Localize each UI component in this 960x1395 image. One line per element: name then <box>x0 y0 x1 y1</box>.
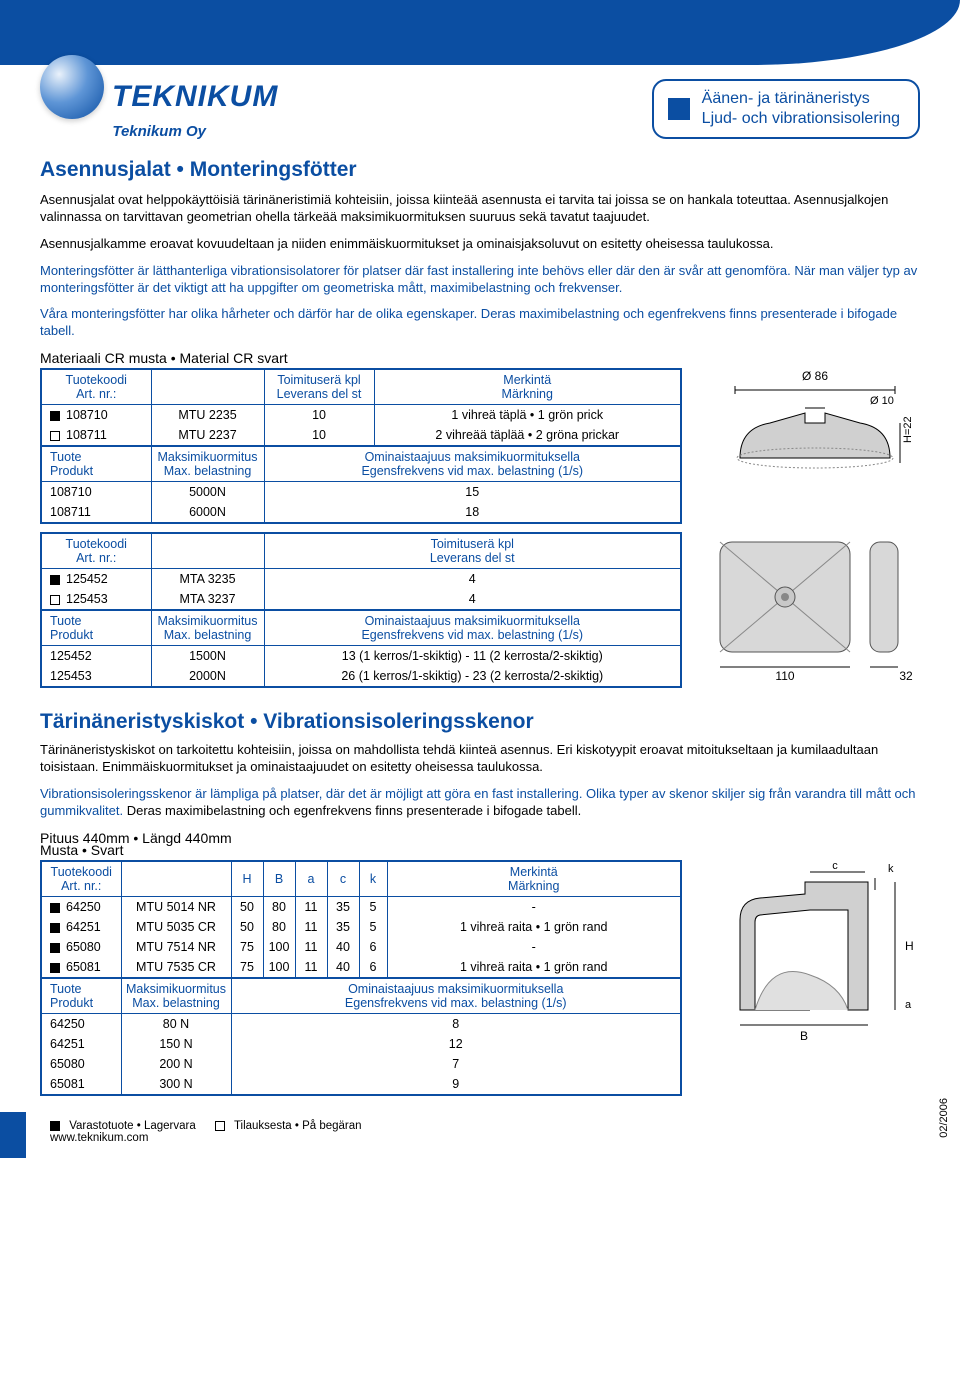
dim-d10: Ø 10 <box>870 395 894 407</box>
table-row: 125452 1500N 13 (1 kerros/1-skiktig) - 1… <box>41 646 681 667</box>
dim-k: k <box>888 863 894 875</box>
dim-c: c <box>832 860 838 872</box>
th-c: c <box>327 861 359 897</box>
badge-line2: Ljud- och vibrationsisolering <box>702 109 900 129</box>
category-badge: Äänen- ja tärinäneristys Ljud- och vibra… <box>652 79 920 139</box>
footer-order: Tilauksesta • På begäran <box>234 1120 362 1132</box>
diagram-round-foot: Ø 86 Ø 10 H=22 <box>710 368 920 488</box>
th-artnr: Art. nr.: <box>61 879 101 893</box>
th-freq-sv: Egensfrekvens vid max. belastning (1/s) <box>361 464 583 478</box>
badge-square-icon <box>668 98 690 120</box>
th-H: H <box>231 861 263 897</box>
table-row: 65080MTU 7514 NR7510011406- <box>41 937 681 957</box>
stock-icon <box>50 1121 60 1131</box>
table-row: 64250MTU 5014 NR508011355- <box>41 896 681 917</box>
th-maxload: Maksimikuormitus <box>158 450 258 464</box>
doc-date: 02/2006 <box>938 1098 950 1138</box>
th-qty: Toimituserä kpl <box>431 537 514 551</box>
th-artnr: Art. nr.: <box>76 387 116 401</box>
dim-H: H <box>905 939 914 953</box>
top-banner <box>0 0 960 65</box>
footer-url: www.teknikum.com <box>50 1132 148 1144</box>
stock-icon <box>50 575 60 585</box>
th-mark: Merkintä <box>510 865 558 879</box>
footer-stock: Varastotuote • Lagervara <box>69 1120 196 1132</box>
table-rails: Tuotekoodi Art. nr.: H B a c k Merkintä … <box>40 860 682 1096</box>
stock-icon <box>50 943 60 953</box>
rails-p2: Vibrationsisoleringsskenor är lämpliga p… <box>40 786 920 820</box>
intro-p1: Asennusjalat ovat helppokäyttöisiä tärin… <box>40 192 920 226</box>
table-row: 65080200 N7 <box>41 1054 681 1074</box>
th-qty-sv: Leverans del st <box>430 551 515 565</box>
diagram-square-foot: 110 32 <box>710 532 920 682</box>
order-icon <box>50 431 60 441</box>
logo-brand: TEKNIKUM <box>112 80 278 114</box>
table-row: 125452 MTA 3235 4 <box>41 569 681 590</box>
table-row: 125453 2000N 26 (1 kerros/1-skiktig) - 2… <box>41 666 681 687</box>
th-freq: Ominaistaajuus maksimikuormituksella <box>365 450 580 464</box>
order-icon <box>215 1121 225 1131</box>
th-B: B <box>263 861 295 897</box>
table-row: 64251150 N12 <box>41 1034 681 1054</box>
th-mark-sv: Märkning <box>502 387 553 401</box>
badge-line1: Äänen- ja tärinäneristys <box>702 89 900 109</box>
intro-p4: Våra monteringsfötter har olika hårheter… <box>40 306 920 340</box>
table-row: 64251MTU 5035 CR5080113551 vihreä raita … <box>41 917 681 937</box>
th-code: Tuotekoodi <box>66 373 127 387</box>
table-row: 108711 MTU 2237 10 2 vihreää täplää • 2 … <box>41 425 681 446</box>
dim-w: 110 <box>775 669 794 682</box>
page-title: Asennusjalat • Monteringsfötter <box>40 158 920 182</box>
material-subheading: Materiaali CR musta • Material CR svart <box>40 350 920 366</box>
footer: Varastotuote • Lagervara Tilauksesta • P… <box>0 1110 960 1158</box>
dim-h22: H=22 <box>902 417 914 444</box>
logo-company: Teknikum Oy <box>112 123 206 140</box>
th-product: Tuote <box>50 450 82 464</box>
th-mark-sv: Märkning <box>508 879 559 893</box>
intro-p3: Monteringsfötter är lätthanterliga vibra… <box>40 263 920 297</box>
table-mtu-feet: Tuotekoodi Art. nr.: Toimituserä kpl Lev… <box>40 368 682 524</box>
th-qty-sv: Leverans del st <box>277 387 362 401</box>
th-artnr: Art. nr.: <box>76 551 116 565</box>
table-row: 65081MTU 7535 CR75100114061 vihreä raita… <box>41 957 681 978</box>
th-qty: Toimituserä kpl <box>277 373 360 387</box>
th-code: Tuotekoodi <box>51 865 112 879</box>
th-k: k <box>359 861 387 897</box>
stock-icon <box>50 963 60 973</box>
th-product-sv: Produkt <box>50 464 93 478</box>
th-code: Tuotekoodi <box>66 537 127 551</box>
th-maxload-sv: Max. belastning <box>164 464 252 478</box>
section-title-rails: Tärinäneristyskiskot • Vibrationsisoleri… <box>40 710 920 734</box>
table-row: 125453 MTA 3237 4 <box>41 589 681 610</box>
table-row: 6425080 N8 <box>41 1013 681 1034</box>
table-row: 65081300 N9 <box>41 1074 681 1095</box>
dim-B: B <box>800 1029 808 1043</box>
rails-p1: Tärinäneristyskiskot on tarkoitettu koht… <box>40 742 920 776</box>
logo: TEKNIKUM Teknikum Oy <box>40 75 278 140</box>
stock-icon <box>50 903 60 913</box>
header: TEKNIKUM Teknikum Oy Äänen- ja tärinäner… <box>0 65 960 140</box>
stock-icon <box>50 411 60 421</box>
table-row: 108710 5000N 15 <box>41 482 681 503</box>
table-row: 108710 MTU 2235 10 1 vihreä täplä • 1 gr… <box>41 405 681 426</box>
intro-p2: Asennusjalkamme eroavat kovuudeltaan ja … <box>40 236 920 253</box>
table-mta-feet: Tuotekoodi Art. nr.: Toimituserä kpl Lev… <box>40 532 682 688</box>
th-a: a <box>295 861 327 897</box>
logo-ball-icon <box>40 55 104 119</box>
dim-t: 32 <box>899 669 913 682</box>
diagram-rail-profile: c k H a B <box>710 860 920 1050</box>
stock-icon <box>50 923 60 933</box>
footer-accent <box>0 1112 26 1158</box>
dim-a: a <box>905 999 912 1011</box>
table-row: 108711 6000N 18 <box>41 502 681 523</box>
dim-d86: Ø 86 <box>802 369 828 383</box>
th-mark: Merkintä <box>503 373 551 387</box>
order-icon <box>50 595 60 605</box>
